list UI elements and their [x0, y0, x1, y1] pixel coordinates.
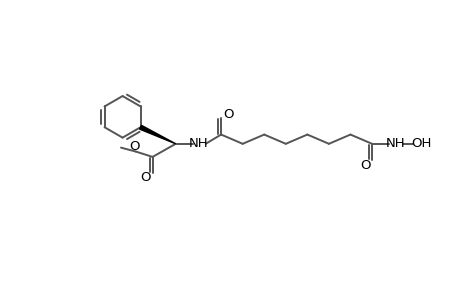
Text: O: O: [129, 140, 140, 153]
Text: O: O: [222, 108, 233, 121]
Text: NH: NH: [189, 137, 208, 150]
Text: O: O: [140, 171, 151, 184]
Text: OH: OH: [410, 136, 431, 149]
Text: NH: NH: [385, 136, 404, 149]
Text: O: O: [359, 159, 369, 172]
Polygon shape: [140, 125, 175, 144]
